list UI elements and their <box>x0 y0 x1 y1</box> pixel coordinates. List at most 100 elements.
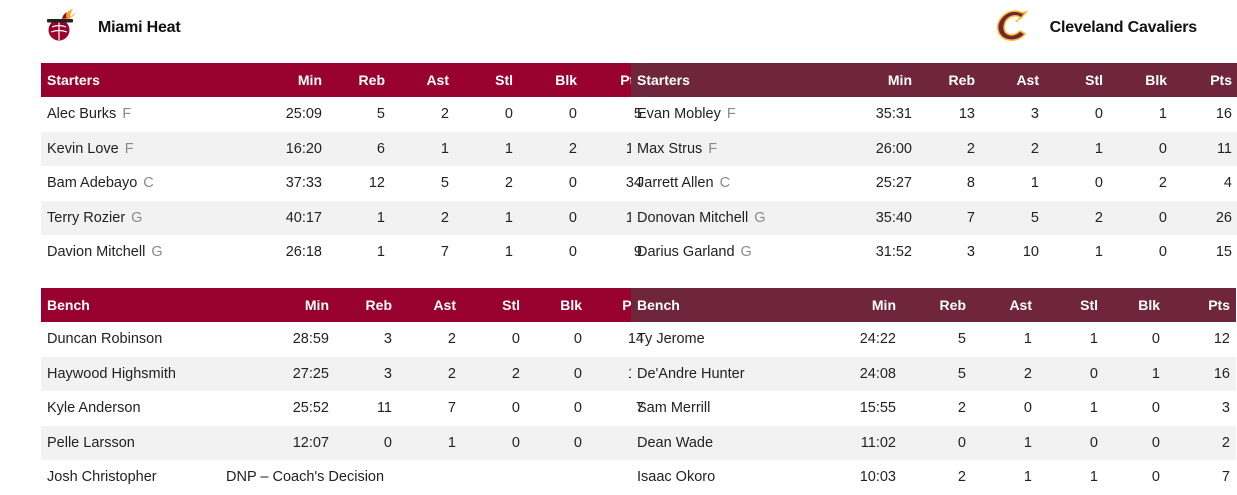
stat-reb: 12 <box>368 175 385 192</box>
stat-reb: 3 <box>966 244 975 261</box>
stat-reb: 7 <box>918 200 981 235</box>
player-name[interactable]: Duncan Robinson <box>47 331 163 348</box>
stat-pts: 3 <box>1221 400 1230 417</box>
stat-reb: 11 <box>376 400 392 417</box>
stat-blk: 0 <box>519 200 583 235</box>
stat-stl: 1 <box>1045 131 1109 166</box>
stat-stl: 0 <box>504 106 513 123</box>
stat-ast: 3 <box>1030 106 1039 123</box>
table-row: Jarrett Allen C 25:27 8 1 0 2 4 <box>631 166 1237 201</box>
stat-ast: 1 <box>1030 175 1039 192</box>
player-name[interactable]: Kevin Love <box>47 140 119 157</box>
stat-min: 40:17 <box>219 200 328 235</box>
stat-blk: 0 <box>1104 425 1166 460</box>
away-team-header: Cleveland Cavaliers <box>992 8 1197 48</box>
player-position: C <box>719 175 731 192</box>
player-cell: Ty Jerome <box>631 322 809 357</box>
stat-ast: 1 <box>1023 331 1032 348</box>
away-bench-table: Bench Min Reb Ast Stl Blk Pts Ty Jerome … <box>631 288 1236 495</box>
player-name[interactable]: Alec Burks <box>47 106 117 123</box>
player-cell: Bam Adebayo C <box>41 166 219 201</box>
player-cell: Davion Mitchell G <box>41 235 219 270</box>
stat-pts: 16 <box>1166 356 1236 391</box>
player-cell: Josh Christopher <box>41 460 226 495</box>
col-pts: Pts <box>1173 63 1237 97</box>
stat-stl: 1 <box>1094 244 1103 261</box>
player-name[interactable]: Dean Wade <box>637 434 714 451</box>
away-team-name[interactable]: Cleveland Cavaliers <box>1049 19 1198 36</box>
player-name[interactable]: Josh Christopher <box>47 469 157 486</box>
stat-pts: 5 <box>633 106 642 123</box>
stat-stl: 2 <box>1045 200 1109 235</box>
dnp-status: DNP – Coach's Decision <box>226 469 385 486</box>
table-header-row: Starters Min Reb Ast Stl Blk Pts <box>41 63 648 97</box>
home-bench-table: Bench Min Reb Ast Stl Blk Pts Duncan Rob… <box>41 288 650 495</box>
player-name[interactable]: Bam Adebayo <box>47 175 138 192</box>
col-ast: Ast <box>398 288 462 322</box>
player-name[interactable]: Jarrett Allen <box>637 175 714 192</box>
player-cell: Sam Merrill <box>631 391 809 426</box>
player-name[interactable]: Isaac Okoro <box>637 469 716 486</box>
player-cell: Kevin Love F <box>41 131 219 166</box>
table-row: Sam Merrill 15:55 2 0 1 0 3 <box>631 391 1236 426</box>
stat-pts: 7 <box>1221 469 1230 486</box>
stat-reb: 13 <box>958 106 975 123</box>
stat-blk: 1 <box>1104 356 1166 391</box>
player-name[interactable]: Darius Garland <box>637 244 735 261</box>
stat-ast: 2 <box>981 131 1045 166</box>
stat-ast: 2 <box>447 331 456 348</box>
stat-ast: 10 <box>1022 244 1039 261</box>
player-name[interactable]: De'Andre Hunter <box>637 365 745 382</box>
player-cell: Max Strus F <box>631 131 809 166</box>
player-name[interactable]: Donovan Mitchell <box>637 209 749 226</box>
player-cell: De'Andre Hunter <box>631 356 809 391</box>
stat-stl: 1 <box>455 200 519 235</box>
player-name[interactable]: Sam Merrill <box>637 400 711 417</box>
home-team-name[interactable]: Miami Heat <box>98 19 181 36</box>
col-reb: Reb <box>918 63 981 97</box>
home-starters-table: Starters Min Reb Ast Stl Blk Pts Alec Bu… <box>41 63 648 270</box>
stat-blk: 0 <box>573 331 582 348</box>
player-name[interactable]: Terry Rozier <box>47 209 126 226</box>
col-min: Min <box>809 63 918 97</box>
section-label: Starters <box>631 63 809 97</box>
stat-stl: 0 <box>462 425 526 460</box>
table-row: De'Andre Hunter 24:08 5 2 0 1 16 <box>631 356 1236 391</box>
player-cell: Alec Burks F <box>41 97 219 132</box>
player-name[interactable]: Haywood Highsmith <box>47 365 176 382</box>
stat-stl: 0 <box>1038 356 1104 391</box>
stat-blk: 0 <box>568 175 577 192</box>
player-cell: Kyle Anderson <box>41 391 226 426</box>
stat-reb: 1 <box>328 200 391 235</box>
stat-reb: 3 <box>335 356 398 391</box>
stat-pts: 9 <box>633 244 642 261</box>
player-name[interactable]: Kyle Anderson <box>47 400 141 417</box>
player-cell: Duncan Robinson <box>41 322 226 357</box>
player-position: G <box>740 244 752 261</box>
table-row: Pelle Larsson 12:07 0 1 0 0 3 <box>41 425 650 460</box>
table-row: Josh Christopher DNP – Coach's Decision <box>41 460 650 495</box>
col-stl: Stl <box>1045 63 1109 97</box>
stat-reb: 5 <box>957 331 966 348</box>
player-cell: Haywood Highsmith <box>41 356 226 391</box>
col-pts: Pts <box>1166 288 1236 322</box>
player-name[interactable]: Ty Jerome <box>637 331 705 348</box>
col-ast: Ast <box>972 288 1038 322</box>
table-row: Davion Mitchell G 26:18 1 7 1 0 9 <box>41 235 648 270</box>
col-reb: Reb <box>335 288 398 322</box>
stat-min: 27:25 <box>226 356 335 391</box>
player-name[interactable]: Davion Mitchell <box>47 244 146 261</box>
player-position: G <box>754 209 766 226</box>
stat-ast: 2 <box>972 356 1038 391</box>
stat-pts: 11 <box>1173 131 1237 166</box>
stat-stl: 0 <box>1094 106 1103 123</box>
stat-stl: 1 <box>504 244 513 261</box>
stat-min: 28:59 <box>292 331 329 348</box>
player-position: F <box>122 106 132 123</box>
stat-pts: 4 <box>1223 175 1232 192</box>
stat-min: 26:18 <box>285 244 322 261</box>
stat-blk: 0 <box>573 400 582 417</box>
player-name[interactable]: Evan Mobley <box>637 106 721 123</box>
player-name[interactable]: Pelle Larsson <box>47 434 135 451</box>
player-name[interactable]: Max Strus <box>637 140 703 157</box>
